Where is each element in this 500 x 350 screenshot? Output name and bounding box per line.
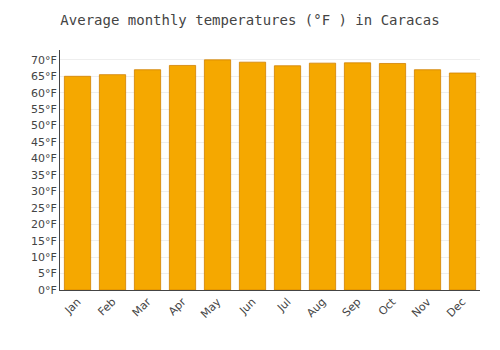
svg-text:55°F: 55°F (31, 103, 57, 116)
svg-text:Dec: Dec (444, 296, 468, 320)
svg-text:0°F: 0°F (38, 284, 57, 297)
svg-text:Mar: Mar (130, 295, 154, 319)
svg-text:40°F: 40°F (31, 152, 57, 165)
svg-text:65°F: 65°F (31, 70, 57, 83)
svg-text:50°F: 50°F (31, 119, 57, 132)
svg-text:Sep: Sep (340, 296, 364, 320)
svg-text:May: May (198, 295, 224, 321)
svg-text:Feb: Feb (96, 296, 119, 319)
svg-text:60°F: 60°F (31, 87, 57, 100)
svg-text:Jan: Jan (62, 296, 84, 318)
svg-text:10°F: 10°F (31, 251, 57, 264)
svg-text:Average monthly temperatures (: Average monthly temperatures (°F ) in Ca… (60, 12, 439, 28)
svg-text:Apr: Apr (166, 295, 189, 318)
svg-text:70°F: 70°F (31, 54, 57, 67)
svg-text:Oct: Oct (376, 295, 399, 318)
svg-text:25°F: 25°F (31, 202, 57, 215)
svg-text:Aug: Aug (304, 296, 328, 320)
svg-text:15°F: 15°F (31, 235, 57, 248)
svg-text:Jul: Jul (274, 296, 293, 315)
svg-text:5°F: 5°F (38, 267, 57, 280)
svg-text:35°F: 35°F (31, 169, 57, 182)
svg-text:Jun: Jun (236, 295, 258, 317)
svg-text:20°F: 20°F (31, 218, 57, 231)
svg-text:45°F: 45°F (31, 136, 57, 149)
svg-text:Nov: Nov (409, 295, 434, 320)
svg-text:30°F: 30°F (31, 185, 57, 198)
